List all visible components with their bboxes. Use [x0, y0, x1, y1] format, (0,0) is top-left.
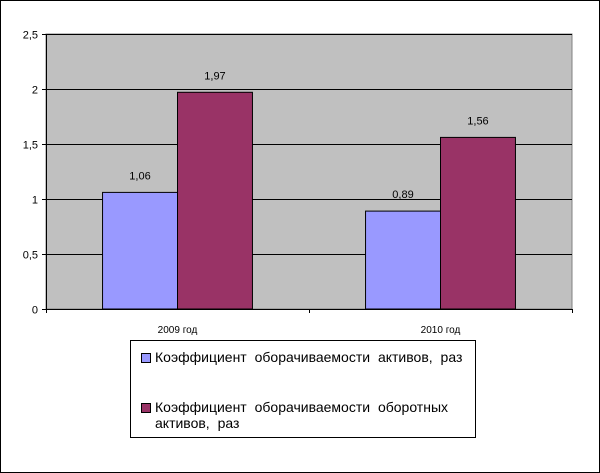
bar	[102, 191, 178, 310]
legend: Коэффициент оборачиваемости активов, раз…	[130, 340, 476, 438]
bar	[365, 210, 442, 310]
data-label: 1,97	[204, 70, 225, 82]
data-label: 0,89	[392, 189, 413, 201]
y-tick-label: 2,5	[23, 30, 38, 42]
legend-label: Коэффициент оборачиваемости активов, раз	[155, 349, 463, 365]
legend-label: Коэффициент оборачиваемости оборотных ак…	[155, 399, 449, 431]
y-tick-label: 2	[32, 85, 38, 97]
legend-item-current-assets-turnover: Коэффициент оборачиваемости оборотных ак…	[141, 399, 448, 431]
y-tick-label: 0	[32, 305, 38, 317]
legend-swatch-current-assets	[141, 403, 151, 413]
bar	[177, 91, 253, 310]
y-tick-label: 0,5	[23, 250, 38, 262]
y-tick-label: 1,5	[23, 140, 38, 152]
data-label: 1,06	[129, 170, 150, 182]
data-labels: 1,06 1,97 0,89 1,56	[129, 70, 488, 201]
bars	[102, 91, 516, 310]
y-tick-label: 1	[32, 195, 38, 207]
x-category-label: 2009 год	[158, 325, 198, 336]
legend-item-assets-turnover: Коэффициент оборачиваемости активов, раз	[141, 349, 462, 365]
legend-swatch-assets	[141, 353, 151, 363]
tick-labels: 0 0,5 1 1,5 2 2,5 2009 год 2010 год	[23, 30, 461, 337]
bar	[440, 136, 516, 310]
x-category-label: 2010 год	[421, 325, 461, 336]
data-label: 1,56	[467, 115, 488, 127]
